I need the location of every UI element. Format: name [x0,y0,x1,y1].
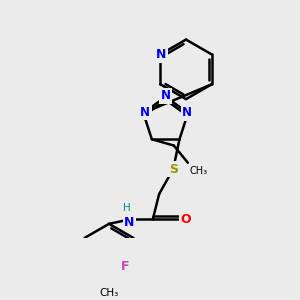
Text: CH₃: CH₃ [99,288,119,298]
Text: CH₃: CH₃ [189,166,208,176]
Text: H: H [123,203,131,213]
Text: S: S [169,163,178,176]
Text: F: F [121,260,130,273]
Text: N: N [182,106,192,119]
Text: N: N [124,216,134,229]
Text: N: N [140,106,150,119]
Text: O: O [180,213,191,226]
Text: N: N [161,89,171,103]
Text: N: N [156,48,166,61]
